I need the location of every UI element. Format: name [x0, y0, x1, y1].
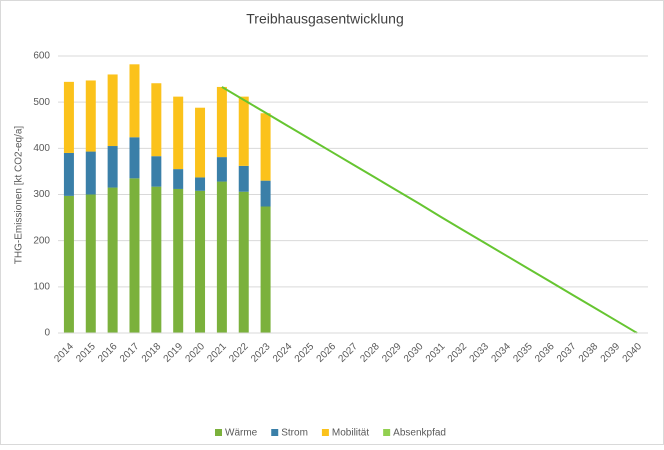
- bar-segment: [151, 156, 162, 187]
- bar-segment: [151, 83, 162, 157]
- legend-label: Absenkpfad: [393, 428, 446, 439]
- bar-segment: [195, 177, 206, 191]
- legend-swatch: [215, 429, 222, 436]
- bar-segment: [107, 74, 118, 147]
- bar-segment: [63, 152, 74, 196]
- bar-segment: [238, 96, 249, 166]
- bar-segment: [85, 80, 96, 152]
- bar-segment: [107, 146, 118, 188]
- bar-segment: [129, 178, 140, 333]
- line-series: [221, 86, 638, 334]
- bar-segment: [85, 194, 96, 333]
- bar-segment: [173, 188, 184, 333]
- bar-segment: [260, 206, 271, 333]
- bar-segment: [238, 191, 249, 333]
- bar-segment: [260, 113, 271, 181]
- legend-label: Mobilität: [332, 428, 369, 439]
- bar-segment: [173, 169, 184, 189]
- bar-segment: [173, 96, 184, 170]
- legend-label: Wärme: [225, 428, 258, 439]
- bar-segment: [195, 190, 206, 333]
- bar-segment: [151, 186, 162, 333]
- y-tick-label: 200: [33, 235, 50, 246]
- bar-segment: [216, 181, 227, 333]
- bar-segment: [85, 151, 96, 195]
- legend-swatch: [271, 429, 279, 436]
- y-axis-label: THG-Emissionen [kt CO2-eq/a]: [14, 126, 25, 265]
- y-tick-label: 0: [44, 328, 50, 339]
- y-tick-label: 400: [33, 143, 50, 154]
- bar-segment: [63, 81, 74, 153]
- bar-segment: [216, 86, 227, 158]
- bar-segment: [260, 180, 271, 207]
- legend-swatch: [383, 429, 391, 436]
- bar-segment: [216, 157, 227, 182]
- bar-segment: [63, 195, 74, 333]
- bar-segment: [129, 137, 140, 179]
- legend-swatch: [321, 429, 329, 436]
- y-tick-label: 100: [33, 281, 50, 292]
- legend-label: Strom: [281, 428, 308, 439]
- bar-segment: [107, 187, 118, 333]
- bar-segment: [195, 107, 206, 178]
- chart-title: Treibhausgasentwicklung: [246, 11, 403, 27]
- bar-segment: [129, 64, 140, 138]
- y-tick-label: 600: [33, 51, 50, 62]
- bar-segment: [238, 165, 249, 192]
- y-tick-label: 300: [33, 189, 50, 200]
- y-tick-label: 500: [33, 97, 50, 108]
